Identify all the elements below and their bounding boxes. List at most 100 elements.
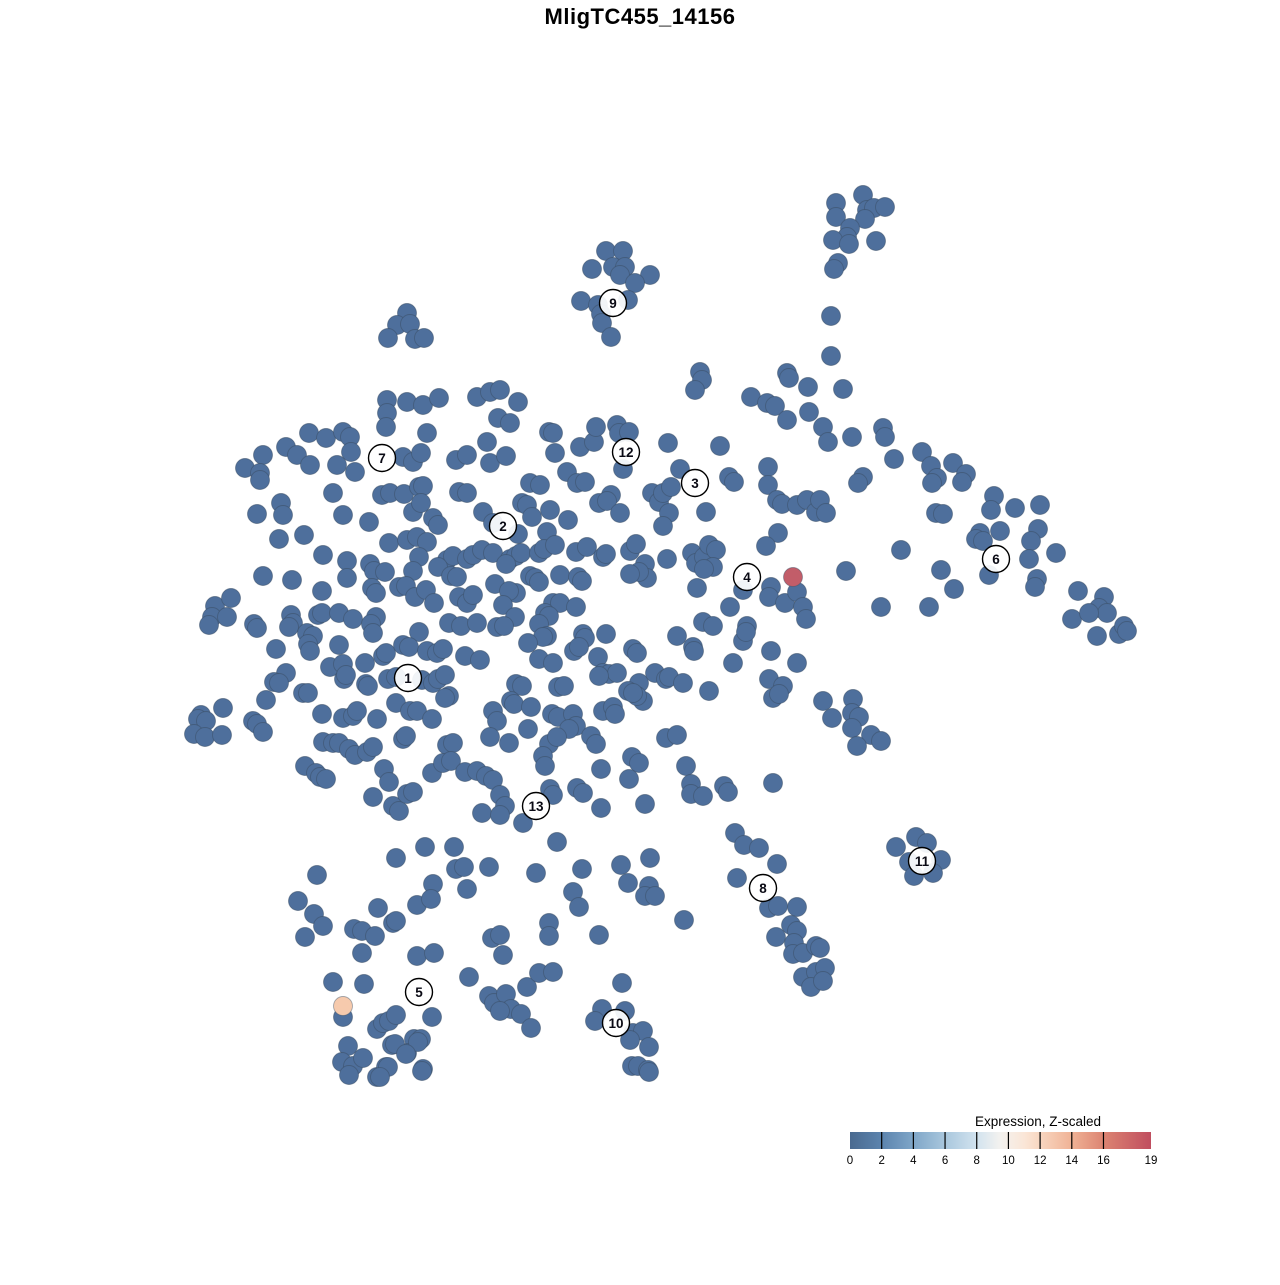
data-point	[798, 377, 818, 397]
data-point	[389, 801, 409, 821]
cluster-label-circle	[680, 468, 710, 498]
data-point	[221, 588, 241, 608]
data-point	[422, 709, 442, 729]
data-point	[687, 578, 707, 598]
data-point	[592, 313, 612, 333]
data-point	[294, 525, 314, 545]
data-point	[347, 701, 367, 721]
data-point	[871, 597, 891, 617]
data-point	[943, 453, 963, 473]
data-point	[933, 504, 953, 524]
data-point	[706, 540, 726, 560]
data-point	[429, 388, 449, 408]
data-point	[477, 432, 497, 452]
data-point	[833, 379, 853, 399]
data-point	[358, 676, 378, 696]
data-point	[1062, 609, 1082, 629]
data-point	[761, 641, 781, 661]
legend-tick-label: 19	[1145, 1155, 1158, 1167]
legend-tick-label: 8	[974, 1155, 980, 1167]
data-point	[842, 718, 862, 738]
data-point	[855, 209, 875, 229]
data-point	[413, 476, 433, 496]
data-point	[777, 410, 797, 430]
data-point	[365, 926, 385, 946]
data-point	[329, 635, 349, 655]
data-point	[640, 848, 660, 868]
data-point	[657, 549, 677, 569]
legend-tick-label: 14	[1065, 1155, 1078, 1167]
data-point	[359, 512, 379, 532]
data-point	[312, 704, 332, 724]
data-point	[269, 673, 289, 693]
data-point	[723, 653, 743, 673]
data-point	[607, 663, 627, 683]
data-point	[411, 443, 431, 463]
data-point	[500, 413, 520, 433]
data-point	[596, 624, 616, 644]
data-point	[512, 676, 532, 696]
data-point	[508, 392, 528, 412]
data-point	[758, 457, 778, 477]
data-point	[457, 445, 477, 465]
data-point	[490, 1001, 510, 1021]
cluster-label-circle	[598, 288, 628, 318]
data-point	[547, 832, 567, 852]
data-point	[1025, 577, 1045, 597]
data-point	[597, 491, 617, 511]
data-point	[818, 432, 838, 452]
data-point	[327, 455, 347, 475]
data-point	[836, 561, 856, 581]
data-point	[799, 402, 819, 422]
data-point	[554, 676, 574, 696]
data-point	[919, 597, 939, 617]
data-point	[444, 837, 464, 857]
expression-highlight-point	[333, 996, 353, 1016]
cluster-label-text: 4	[743, 570, 751, 585]
data-point	[354, 974, 374, 994]
data-point	[575, 472, 595, 492]
data-point	[813, 691, 833, 711]
data-point	[253, 445, 273, 465]
data-point	[443, 733, 463, 753]
data-point	[496, 446, 516, 466]
data-point	[312, 581, 332, 601]
data-point	[363, 737, 383, 757]
data-point	[368, 898, 388, 918]
data-point	[591, 798, 611, 818]
data-point	[696, 502, 716, 522]
data-point	[1005, 498, 1025, 518]
cluster-label-circle	[907, 846, 937, 876]
data-point	[620, 564, 640, 584]
cluster-label-circle	[611, 437, 641, 467]
data-point	[571, 291, 591, 311]
legend-title: Expression, Z-scaled	[975, 1114, 1101, 1129]
data-point	[1087, 626, 1107, 646]
cluster-label-text: 1	[404, 671, 412, 686]
cluster-label-text: 7	[378, 451, 386, 466]
data-point	[273, 505, 293, 525]
data-point	[343, 609, 363, 629]
data-point	[758, 475, 778, 495]
data-point	[526, 863, 546, 883]
data-point	[767, 854, 787, 874]
data-point	[635, 794, 655, 814]
data-point	[530, 475, 550, 495]
data-point	[408, 1032, 428, 1052]
data-point	[412, 1061, 432, 1081]
legend-tick-label: 2	[878, 1155, 884, 1167]
data-point	[627, 643, 647, 663]
cluster-label-text: 6	[992, 552, 1000, 567]
data-point	[589, 666, 609, 686]
data-point	[727, 868, 747, 888]
data-point	[596, 544, 616, 564]
cluster-label-circle	[732, 562, 762, 592]
data-point	[414, 328, 434, 348]
data-point	[288, 891, 308, 911]
data-point	[457, 879, 477, 899]
data-point	[195, 727, 215, 747]
data-point	[472, 803, 492, 823]
data-point	[645, 886, 665, 906]
